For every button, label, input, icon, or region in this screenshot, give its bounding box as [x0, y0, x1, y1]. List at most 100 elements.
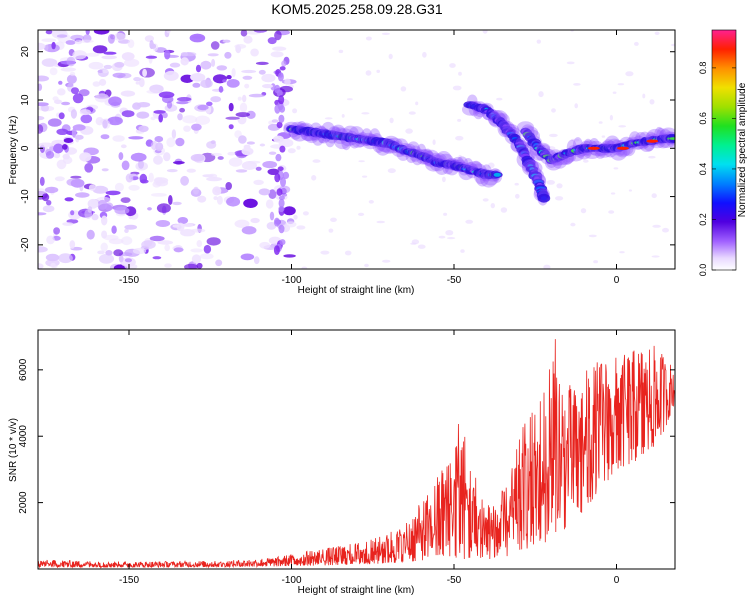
noise-blob [283, 254, 296, 258]
noise-blob [389, 117, 394, 124]
noise-blob [442, 176, 446, 183]
noise-blob [670, 43, 675, 47]
noise-blob [242, 75, 253, 80]
noise-blob [130, 152, 147, 162]
noise-blob [38, 116, 45, 121]
noise-blob [162, 112, 168, 119]
noise-blob [114, 61, 125, 68]
colorbar-tick-label: 0.4 [698, 163, 708, 176]
snr-y-label: SNR (10 * v/v) [8, 418, 19, 482]
noise-blob [324, 117, 333, 120]
noise-blob [114, 182, 124, 192]
noise-blob [45, 30, 53, 35]
x-tick-label: -100 [281, 275, 301, 286]
colorbar-tick-label: 0.0 [698, 264, 708, 277]
noise-blob [149, 43, 157, 49]
noise-blob [293, 214, 298, 220]
noise-blob [102, 119, 108, 129]
noise-blob [368, 200, 374, 204]
noise-blob [139, 67, 155, 78]
noise-blob [79, 152, 92, 162]
streak-blob [278, 195, 285, 200]
streak-blob [274, 84, 281, 94]
noise-blob [53, 227, 60, 235]
noise-blob [70, 175, 82, 179]
noise-blob [358, 212, 365, 216]
noise-blob [272, 46, 287, 51]
noise-blob [648, 155, 656, 159]
noise-blob [38, 102, 49, 107]
noise-blob [225, 182, 232, 190]
noise-blob [158, 91, 175, 99]
noise-blob [496, 97, 503, 101]
noise-blob [97, 250, 105, 255]
noise-blob [253, 256, 260, 265]
noise-blob [46, 200, 52, 206]
noise-blob [163, 152, 171, 162]
noise-blob [107, 116, 123, 126]
colorbar-gradient [712, 30, 736, 270]
noise-blob [192, 82, 201, 88]
streak-blob [273, 217, 280, 227]
noise-blob [124, 228, 129, 233]
streak-blob [278, 198, 285, 208]
noise-blob [248, 93, 265, 98]
noise-blob [38, 124, 44, 134]
noise-blob [197, 195, 207, 203]
noise-blob [566, 61, 575, 65]
noise-blob [164, 49, 171, 60]
noise-blob [164, 263, 172, 268]
noise-blob [415, 101, 419, 106]
noise-blob [63, 138, 74, 143]
noise-blob [38, 42, 46, 51]
noise-blob [226, 196, 241, 207]
noise-blob [238, 135, 247, 144]
noise-blob [133, 77, 141, 82]
noise-blob [328, 228, 334, 233]
noise-blob [124, 263, 138, 269]
noise-blob [87, 206, 93, 213]
noise-blob [132, 102, 142, 110]
noise-blob [212, 186, 222, 196]
figure-title: KOM5.2025.258.09.28.G31 [271, 1, 442, 17]
noise-blob [86, 229, 95, 240]
noise-blob [195, 115, 211, 125]
noise-blob [92, 45, 108, 54]
noise-blob [150, 116, 156, 121]
noise-blob [153, 155, 163, 165]
noise-blob [631, 134, 639, 140]
noise-blob [588, 234, 597, 238]
noise-blob [203, 244, 212, 254]
noise-blob [211, 152, 222, 157]
noise-blob [555, 196, 564, 201]
noise-blob [346, 98, 353, 101]
noise-blob [244, 83, 250, 89]
noise-blob [225, 116, 240, 120]
noise-blob [438, 235, 446, 239]
noise-blob [301, 266, 308, 269]
noise-blob [241, 226, 257, 235]
noise-blob [609, 114, 614, 121]
noise-blob [206, 177, 223, 182]
noise-blob [108, 96, 122, 106]
x-tick-label: -100 [281, 575, 301, 586]
noise-blob [207, 53, 219, 57]
noise-blob [222, 39, 231, 43]
noise-blob [53, 152, 61, 159]
noise-blob [112, 72, 126, 78]
noise-blob [66, 56, 76, 67]
noise-blob [65, 40, 76, 45]
noise-blob [266, 222, 277, 230]
noise-blob [41, 38, 57, 42]
streak-blob [279, 145, 286, 153]
noise-blob [87, 198, 99, 209]
noise-blob [78, 89, 90, 97]
noise-blob [239, 102, 248, 113]
noise-blob [199, 253, 214, 260]
noise-blob [281, 193, 288, 197]
noise-blob [183, 125, 191, 132]
snr-frame [37, 329, 676, 570]
streak-blob [273, 245, 280, 256]
noise-blob [206, 141, 217, 149]
